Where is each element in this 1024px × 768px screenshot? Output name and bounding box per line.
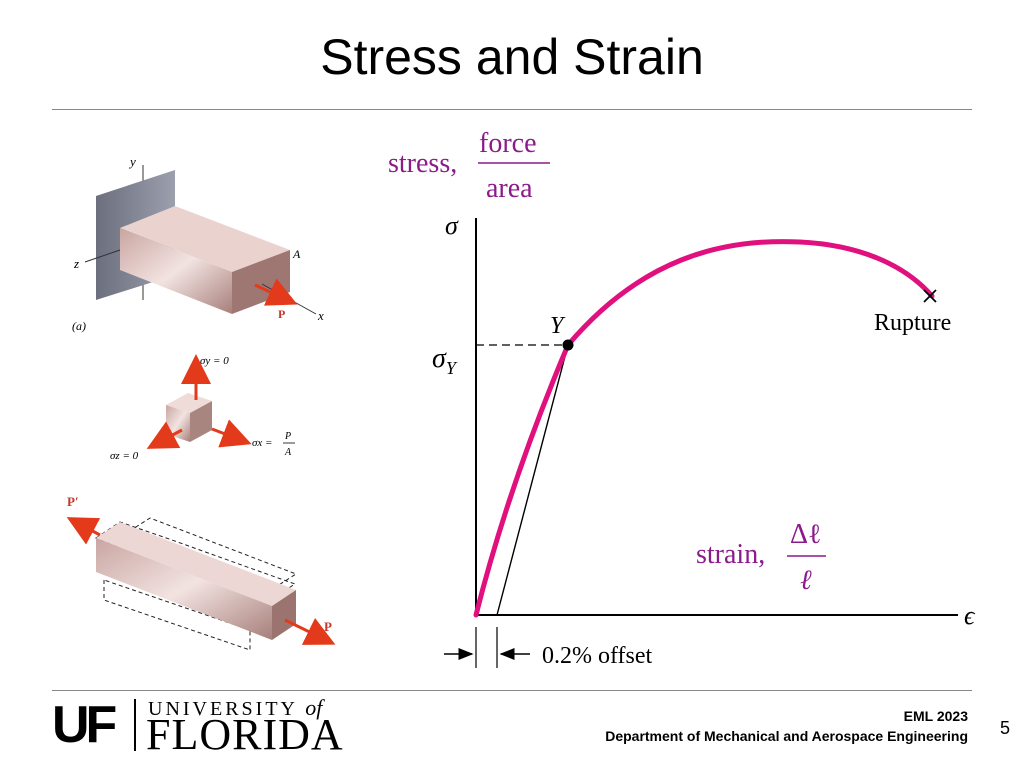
offset-label: 0.2% offset — [542, 643, 653, 669]
stress-definition-label: stress, — [388, 148, 457, 179]
axis-y-label: y — [128, 154, 136, 169]
course-code: EML 2023 — [903, 708, 968, 724]
rupture-marker — [923, 289, 937, 303]
sigma-z-arrow — [146, 421, 183, 449]
stress-numerator: force — [479, 128, 537, 159]
beam-front-face — [120, 228, 232, 314]
axis-z-label: z — [73, 256, 79, 271]
footer-divider — [52, 690, 972, 691]
force-p-prime-label: P′ — [67, 494, 79, 509]
axis-x-label: x — [317, 308, 324, 323]
sigma-y-zero-label: σy = 0 — [200, 355, 229, 367]
yield-point-marker — [562, 339, 574, 351]
force-p2-arrow — [284, 617, 336, 645]
tension-bar-figure: P′ P — [66, 494, 336, 651]
department-name: Department of Mechanical and Aerospace E… — [605, 728, 968, 744]
stress-strain-diagram: σ ϵ σY Y Rupture 0.2% offset stress, for… — [388, 128, 976, 669]
strain-denominator: ℓ — [800, 565, 812, 596]
yield-point-label: Y — [550, 313, 566, 339]
offset-line — [496, 344, 569, 616]
sigma-y-tick: σY — [432, 343, 458, 378]
stress-strain-curve — [473, 239, 935, 618]
tension-bar-front — [96, 538, 272, 640]
cantilever-bar-figure: y z A x P (a) — [72, 154, 324, 333]
area-a-label: A — [292, 247, 301, 261]
stress-denominator: area — [486, 173, 533, 204]
strain-numerator: Δℓ — [790, 519, 821, 550]
title-divider — [52, 109, 972, 110]
force-p-prime-arrow — [66, 517, 101, 545]
rupture-label: Rupture — [874, 310, 951, 336]
figure-a-label: (a) — [72, 319, 86, 333]
slide-title: Stress and Strain — [320, 29, 704, 85]
p-over-a-numerator: P — [284, 431, 291, 442]
sigma-x-label: σx = — [252, 437, 272, 449]
florida-text: FLORIDA — [146, 710, 344, 759]
logo-divider — [134, 699, 136, 751]
sigma-x-arrow — [211, 419, 252, 448]
strain-definition-label: strain, — [696, 539, 765, 570]
beam-top-face — [120, 206, 290, 272]
uf-logo: UF UNIVERSITY of FLORIDA — [52, 695, 362, 759]
uf-monogram: UF — [52, 696, 117, 754]
p-over-a-denominator: A — [284, 447, 292, 458]
sigma-axis-label: σ — [445, 211, 459, 240]
stress-element-figure: σy = 0 σz = 0 σx = P A — [110, 354, 295, 462]
epsilon-axis-label: ϵ — [964, 601, 976, 630]
university-of-text: UNIVERSITY of — [148, 695, 323, 720]
force-p-arrow — [254, 278, 298, 306]
force-p2-label: P — [324, 619, 332, 634]
sigma-z-zero-label: σz = 0 — [110, 450, 139, 462]
force-p-label: P — [278, 307, 285, 321]
beam-end-face — [232, 250, 290, 314]
page-number: 5 — [1000, 718, 1011, 738]
